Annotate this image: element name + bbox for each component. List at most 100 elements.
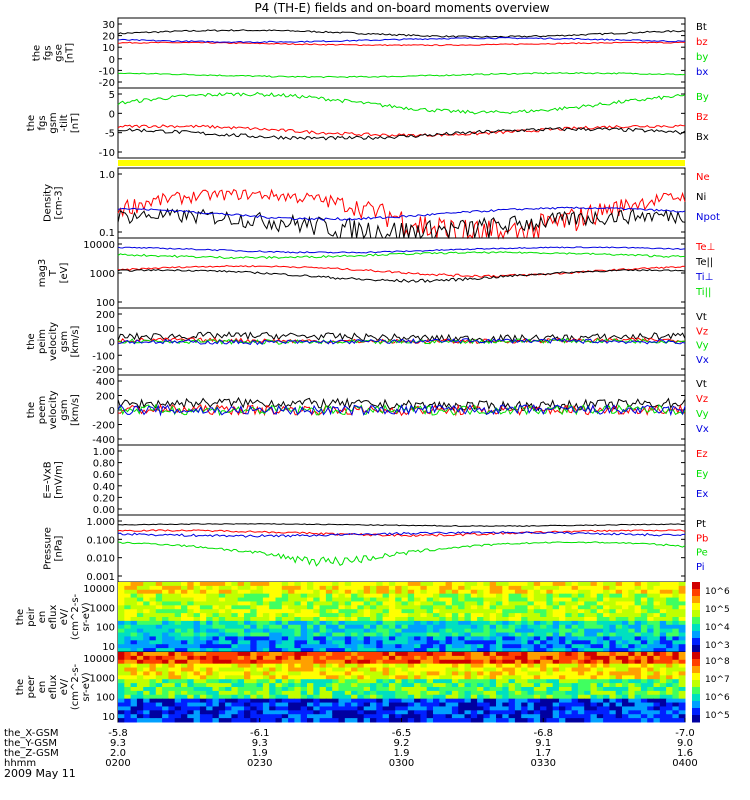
heatmap-cell xyxy=(603,702,610,707)
heatmap-cell xyxy=(319,589,327,595)
heatmap-cell xyxy=(672,613,680,618)
heatmap-cell xyxy=(149,667,157,672)
heatmap-cell xyxy=(256,683,264,688)
heatmap-cell xyxy=(256,605,264,610)
heatmap-cell xyxy=(307,609,314,614)
heatmap-cell xyxy=(596,613,604,618)
heatmap-cell xyxy=(628,636,636,641)
heatmap-cell xyxy=(338,652,346,657)
heatmap-cell xyxy=(508,632,516,637)
heatmap-cell xyxy=(666,687,673,692)
heatmap-cell xyxy=(193,667,201,672)
heatmap-cell xyxy=(647,702,654,707)
heatmap-cell xyxy=(275,620,283,626)
heatmap-cell xyxy=(313,675,321,680)
heatmap-cell xyxy=(622,582,629,587)
heatmap-cell xyxy=(269,620,276,626)
y-axis-label: velocity xyxy=(48,390,59,429)
heatmap-cell xyxy=(124,617,132,622)
heatmap-cell xyxy=(395,636,402,641)
heatmap-cell xyxy=(533,636,541,641)
heatmap-cell xyxy=(609,617,617,622)
heatmap-cell xyxy=(590,687,598,692)
heatmap-cell xyxy=(609,640,617,645)
heatmap-cell xyxy=(376,706,384,711)
heatmap-cell xyxy=(307,601,314,606)
heatmap-cell xyxy=(659,601,667,606)
y-axis-label: (cm^2-s- xyxy=(70,593,81,640)
heatmap-cell xyxy=(514,648,522,653)
heatmap-cell xyxy=(181,648,188,653)
heatmap-cell xyxy=(124,585,132,591)
heatmap-cell xyxy=(584,624,591,630)
heatmap-cell xyxy=(414,706,421,711)
heatmap-cell xyxy=(451,671,459,676)
legend-label: Vx xyxy=(696,424,709,435)
heatmap-cell xyxy=(464,640,472,645)
heatmap-cell xyxy=(596,698,604,704)
heatmap-cell xyxy=(218,624,226,630)
heatmap-cell xyxy=(565,655,573,661)
heatmap-cell xyxy=(332,597,339,602)
heatmap-cell xyxy=(470,613,478,618)
heatmap-cell xyxy=(521,628,528,634)
heatmap-cell xyxy=(136,609,144,614)
heatmap-cell xyxy=(118,655,125,661)
heatmap-cell xyxy=(370,675,377,680)
heatmap-cell xyxy=(181,667,188,672)
heatmap-cell xyxy=(552,617,560,622)
heatmap-cell xyxy=(325,652,333,657)
heatmap-cell xyxy=(527,609,535,614)
heatmap-cell xyxy=(407,710,415,715)
heatmap-cell xyxy=(672,710,680,715)
heatmap-cell xyxy=(174,624,182,630)
heatmap-cell xyxy=(244,652,251,657)
heatmap-cell xyxy=(212,648,220,653)
heatmap-cell xyxy=(357,597,365,602)
heatmap-cell xyxy=(546,718,554,723)
heatmap-cell xyxy=(514,628,522,634)
heatmap-cell xyxy=(370,702,377,707)
heatmap-cell xyxy=(325,702,333,707)
heatmap-cell xyxy=(433,628,440,634)
heatmap-cell xyxy=(281,617,289,622)
y-tick-label: 1.000 xyxy=(86,517,115,528)
heatmap-cell xyxy=(640,601,648,606)
heatmap-cell xyxy=(502,617,510,622)
heatmap-cell xyxy=(262,698,270,704)
heatmap-cell xyxy=(666,679,673,684)
heatmap-cell xyxy=(634,632,642,637)
heatmap-cell xyxy=(155,613,163,618)
heatmap-cell xyxy=(603,620,610,626)
heatmap-cell xyxy=(344,687,352,692)
heatmap-cell xyxy=(584,613,591,618)
heatmap-cell xyxy=(659,690,667,696)
heatmap-cell xyxy=(458,593,465,599)
heatmap-cell xyxy=(388,636,396,641)
heatmap-cell xyxy=(162,679,169,684)
heatmap-cell xyxy=(313,585,321,591)
heatmap-cell xyxy=(609,632,617,637)
heatmap-cell xyxy=(672,624,680,630)
heatmap-cell xyxy=(130,659,138,665)
heatmap-cell xyxy=(470,718,478,723)
heatmap-cell xyxy=(231,582,239,587)
heatmap-cell xyxy=(634,663,642,669)
heatmap-cell xyxy=(559,706,566,711)
heatmap-cell xyxy=(357,613,365,618)
heatmap-cell xyxy=(445,593,453,599)
heatmap-cell xyxy=(363,698,371,704)
heatmap-cell xyxy=(596,636,604,641)
heatmap-cell xyxy=(521,582,528,587)
heatmap-cell xyxy=(508,613,516,618)
heatmap-cell xyxy=(187,702,195,707)
heatmap-cell xyxy=(451,617,459,622)
heatmap-cell xyxy=(647,706,654,711)
heatmap-cell xyxy=(344,644,352,649)
heatmap-cell xyxy=(584,694,591,700)
heatmap-cell xyxy=(181,609,188,614)
heatmap-cell xyxy=(313,718,321,723)
heatmap-cell xyxy=(666,640,673,645)
heatmap-cell xyxy=(218,710,226,715)
heatmap-cell xyxy=(363,644,371,649)
